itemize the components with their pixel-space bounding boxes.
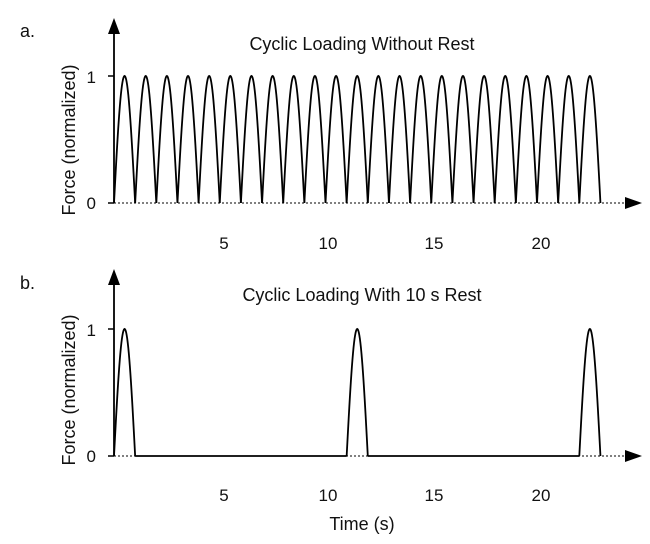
panel-a-load-pulse-3 bbox=[155, 74, 179, 204]
panel-a-x-axis-arrowhead bbox=[625, 197, 642, 209]
panel-a-load-pulse-14 bbox=[388, 74, 411, 204]
panel-b-x-axis-label: Time (s) bbox=[329, 514, 394, 534]
panel-a-x-tick-label-3: 20 bbox=[532, 234, 551, 253]
panel-a-load-pulse-11 bbox=[324, 74, 348, 204]
panel-a-load-pulse-23 bbox=[578, 74, 602, 204]
panel-b-y-tick-label-1: 1 bbox=[87, 321, 96, 340]
panel-a-load-pulse-6 bbox=[218, 74, 242, 204]
panel-a-load-pulse-15 bbox=[409, 74, 433, 204]
panel-b-title: Cyclic Loading With 10 s Rest bbox=[242, 285, 481, 305]
panel-a-x-tick-label-2: 15 bbox=[425, 234, 444, 253]
panel-a-load-pulse-10 bbox=[303, 74, 327, 204]
panel-b-x-tick-label-3: 20 bbox=[532, 486, 551, 505]
panel-b-load-pulse-1 bbox=[113, 327, 137, 457]
panel-a: a. Cyclic Loading Without Rest Force (no… bbox=[20, 18, 642, 253]
panel-a-y-axis-label: Force (normalized) bbox=[59, 64, 79, 215]
panel-a-load-pulse-13 bbox=[366, 74, 390, 204]
panel-a-y-tick-label-1: 1 bbox=[87, 68, 96, 87]
panel-a-x-ticks: 5 10 15 20 bbox=[219, 234, 550, 253]
panel-a-load-pulse-4 bbox=[176, 74, 200, 204]
panel-a-load-pulse-12 bbox=[345, 74, 369, 204]
panel-a-letter: a. bbox=[20, 21, 35, 41]
panel-b-x-tick-label-2: 15 bbox=[425, 486, 444, 505]
panel-b-y-axis-label: Force (normalized) bbox=[59, 314, 79, 465]
panel-a-load-pulse-17 bbox=[451, 74, 475, 204]
panel-a-y-ticks: 0 1 bbox=[87, 68, 114, 213]
panel-b-y-tick-label-0: 0 bbox=[87, 447, 96, 466]
panel-a-load-pulse-21 bbox=[536, 74, 560, 204]
panel-a-load-pulse-16 bbox=[430, 74, 454, 204]
panel-b-y-axis-arrowhead bbox=[108, 269, 120, 285]
panel-b-load-pulse-2 bbox=[345, 327, 369, 457]
panel-b-letter: b. bbox=[20, 273, 35, 293]
panel-b-x-axis-arrowhead bbox=[625, 450, 642, 462]
panel-b-y-ticks: 0 1 bbox=[87, 321, 114, 466]
panel-b-x-tick-label-0: 5 bbox=[219, 486, 228, 505]
panel-a-load-pulse-20 bbox=[514, 74, 538, 204]
panel-b: b. Cyclic Loading With 10 s Rest Force (… bbox=[20, 269, 642, 534]
panel-a-load-pulse-7 bbox=[240, 74, 263, 204]
panel-a-x-tick-label-1: 10 bbox=[319, 234, 338, 253]
panel-a-load-pulse-22 bbox=[557, 74, 581, 204]
panel-a-load-pulse-2 bbox=[134, 74, 158, 204]
panel-a-load-pulse-19 bbox=[493, 74, 517, 204]
panel-b-x-ticks: 5 10 15 20 bbox=[219, 486, 550, 505]
panel-a-series bbox=[113, 74, 602, 204]
panel-a-load-pulse-9 bbox=[282, 74, 306, 204]
panel-b-load-pulse-3 bbox=[578, 327, 602, 457]
panel-a-load-pulse-1 bbox=[113, 74, 137, 204]
panel-b-x-tick-label-1: 10 bbox=[319, 486, 338, 505]
panel-a-title: Cyclic Loading Without Rest bbox=[249, 34, 474, 54]
panel-b-series bbox=[113, 327, 602, 457]
panel-a-load-pulse-5 bbox=[197, 74, 221, 204]
panel-a-y-tick-label-0: 0 bbox=[87, 194, 96, 213]
panel-a-x-tick-label-0: 5 bbox=[219, 234, 228, 253]
panel-a-y-axis-arrowhead bbox=[108, 18, 120, 34]
panel-a-load-pulse-18 bbox=[472, 74, 496, 204]
panel-a-load-pulse-8 bbox=[261, 74, 285, 204]
